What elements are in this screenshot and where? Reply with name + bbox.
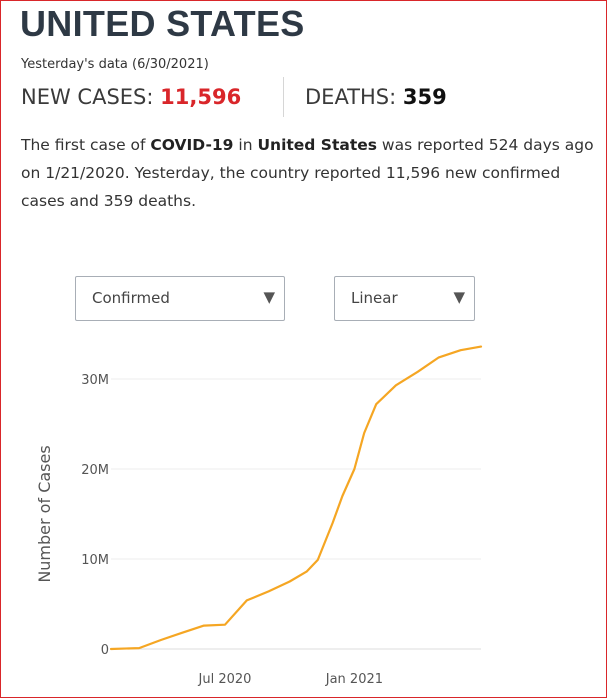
summary-country: United States [257, 136, 377, 154]
chevron-down-icon: ▼ [453, 288, 465, 306]
summary-part: in [233, 136, 258, 154]
stats-divider [283, 77, 284, 117]
x-tick-label: Jan 2021 [325, 672, 383, 687]
deaths-label: DEATHS: [305, 85, 397, 109]
metric-select-value: Confirmed [92, 289, 170, 307]
scale-select[interactable]: Linear ▼ [334, 276, 475, 321]
summary-text: The first case of COVID-19 in United Sta… [21, 131, 601, 215]
chevron-down-icon: ▼ [263, 288, 275, 306]
new-cases-stat: NEW CASES: 11,596 [21, 85, 241, 109]
y-tick-label: 30M [81, 373, 109, 388]
data-date: Yesterday's data (6/30/2021) [21, 57, 209, 72]
deaths-stat: DEATHS: 359 [305, 85, 447, 109]
new-cases-label: NEW CASES: [21, 85, 154, 109]
metric-select[interactable]: Confirmed ▼ [75, 276, 285, 321]
series-line [109, 345, 483, 651]
deaths-value: 359 [402, 85, 447, 109]
y-tick-label: 0 [101, 643, 109, 658]
summary-part: was reported 524 days ago on 1/21/2020. … [21, 136, 594, 210]
page-title: UNITED STATES [20, 3, 305, 44]
x-tick-label: Jul 2020 [198, 672, 252, 687]
scale-select-value: Linear [351, 289, 398, 307]
summary-disease: COVID-19 [150, 136, 234, 154]
y-tick-label: 20M [81, 463, 109, 478]
summary-part: The first case of [21, 136, 151, 154]
new-cases-value: 11,596 [160, 85, 242, 109]
y-tick-label: 10M [81, 553, 109, 568]
cases-chart: 0 10M 20M 30M Jul 2020 Jan 2021 Number of Case… [35, 345, 483, 687]
y-axis-title: Number of Cases [35, 445, 54, 582]
